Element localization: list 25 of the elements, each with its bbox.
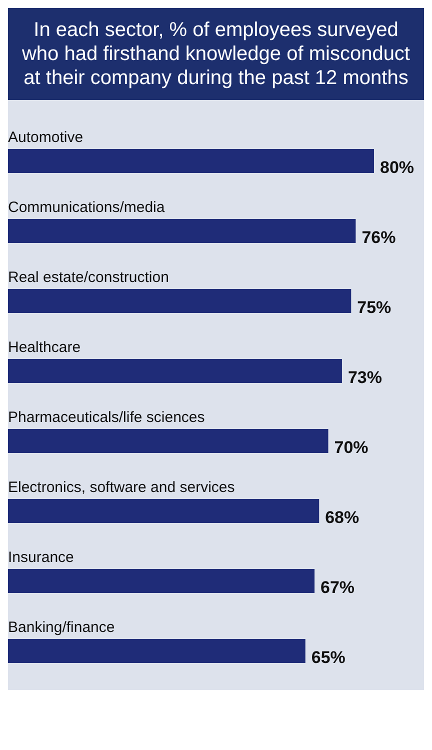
data-label: 80% [380,158,414,177]
y-tick-label: Pharmaceuticals/life sciences [8,409,205,426]
bar [8,429,328,453]
bar [8,289,352,313]
y-tick-label: Real estate/construction [8,269,169,286]
bar [8,219,356,243]
bar [8,639,306,663]
bar [8,149,374,173]
data-label: 65% [311,648,346,667]
y-tick-label: Insurance [8,549,74,566]
y-tick-label: Banking/finance [8,619,115,636]
bar [8,359,342,383]
data-label: 73% [348,368,382,387]
data-label: 67% [320,578,355,597]
chart-title: In each sector, % of employees surveyed who had firsthand knowledge of misconduct at their company during the past 12 months [8,8,424,100]
y-tick-label: Automotive [8,129,84,146]
data-label: 75% [357,298,392,317]
data-label: 70% [334,438,368,457]
bar [8,499,320,523]
y-tick-label: Electronics, software and services [8,479,235,496]
bar [8,569,315,593]
y-tick-label: Healthcare [8,339,81,356]
data-label: 68% [325,508,360,527]
data-label: 76% [362,228,396,247]
y-tick-label: Communications/media [8,199,166,216]
